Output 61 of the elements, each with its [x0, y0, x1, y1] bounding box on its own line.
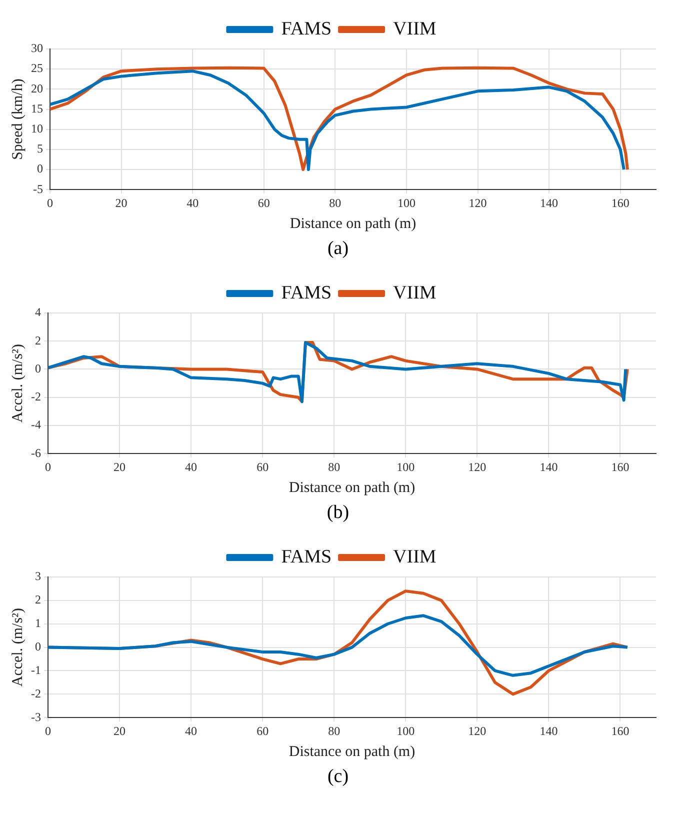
x-tick-label: 140	[540, 460, 558, 474]
x-tick-label: 0	[47, 196, 53, 210]
x-tick-label: 160	[611, 196, 630, 210]
y-tick-label: 0	[34, 639, 41, 654]
y-tick-label: 2	[34, 333, 41, 348]
x-tick-label: 120	[468, 724, 486, 738]
x-tick-label: 80	[328, 460, 340, 474]
y-tick-label: -3	[30, 710, 41, 724]
y-tick-label: -5	[33, 182, 43, 196]
x-tick-label: 40	[185, 460, 198, 474]
y-axis-title: Accel. (m/s²)	[10, 608, 26, 687]
x-tick-label: 100	[396, 460, 415, 474]
text: (b)	[326, 501, 350, 525]
x-tick-label: 100	[397, 196, 416, 210]
x-axis-title: Distance on path (m)	[288, 480, 416, 496]
y-tick-label: 5	[37, 142, 43, 156]
x-tick-label: 20	[115, 196, 128, 210]
x-tick-label: 60	[256, 460, 269, 474]
x-tick-label: 140	[540, 724, 558, 738]
x-tick-label: 60	[256, 724, 269, 738]
text: (c)	[326, 765, 350, 789]
x-tick-label: 120	[468, 460, 486, 474]
y-tick-label: -4	[30, 418, 41, 432]
y-tick-label: 20	[31, 81, 43, 96]
y-axis-title: Accel. (m/s²)	[10, 344, 26, 423]
x-tick-label: 100	[396, 724, 415, 738]
x-tick-label: 20	[114, 460, 126, 474]
x-axis-title: Distance on path (m)	[290, 216, 416, 232]
y-tick-label: 0	[34, 361, 41, 376]
y-axis-title: Speed (km/h)	[10, 78, 26, 160]
x-tick-label: 80	[329, 196, 342, 210]
y-tick-label: 3	[34, 569, 41, 584]
y-tick-label: 4	[34, 305, 41, 320]
x-tick-label: 120	[468, 196, 487, 210]
legend-label: FAMS	[281, 282, 332, 304]
legend-label: VIIM	[393, 546, 436, 568]
y-tick-label: 0	[37, 162, 43, 176]
y-tick-label: 1	[34, 616, 41, 630]
x-tick-label: 80	[328, 724, 340, 738]
legend-label: FAMS	[281, 18, 332, 40]
y-tick-label: -2	[30, 390, 41, 404]
y-tick-label: -2	[30, 686, 41, 700]
x-tick-label: 160	[611, 460, 630, 474]
y-tick-label: -6	[30, 446, 41, 460]
y-tick-label: 2	[34, 592, 41, 607]
legend-label: VIIM	[393, 282, 436, 304]
y-tick-label: 30	[31, 41, 43, 56]
y-tick-label: 15	[31, 101, 43, 116]
x-tick-label: 20	[114, 724, 126, 738]
legend-label: FAMS	[281, 546, 332, 568]
x-tick-label: 140	[540, 196, 558, 210]
legend-label: VIIM	[393, 18, 436, 40]
text: (a)	[326, 237, 350, 261]
x-tick-label: 160	[611, 724, 630, 738]
x-tick-label: 60	[258, 196, 270, 210]
y-tick-label: 25	[31, 61, 43, 76]
y-tick-label: -1	[30, 662, 41, 677]
x-tick-label: 40	[186, 196, 199, 210]
x-tick-label: 40	[185, 724, 198, 738]
y-tick-label: 10	[31, 122, 43, 136]
x-axis-title: Distance on path (m)	[288, 744, 416, 760]
